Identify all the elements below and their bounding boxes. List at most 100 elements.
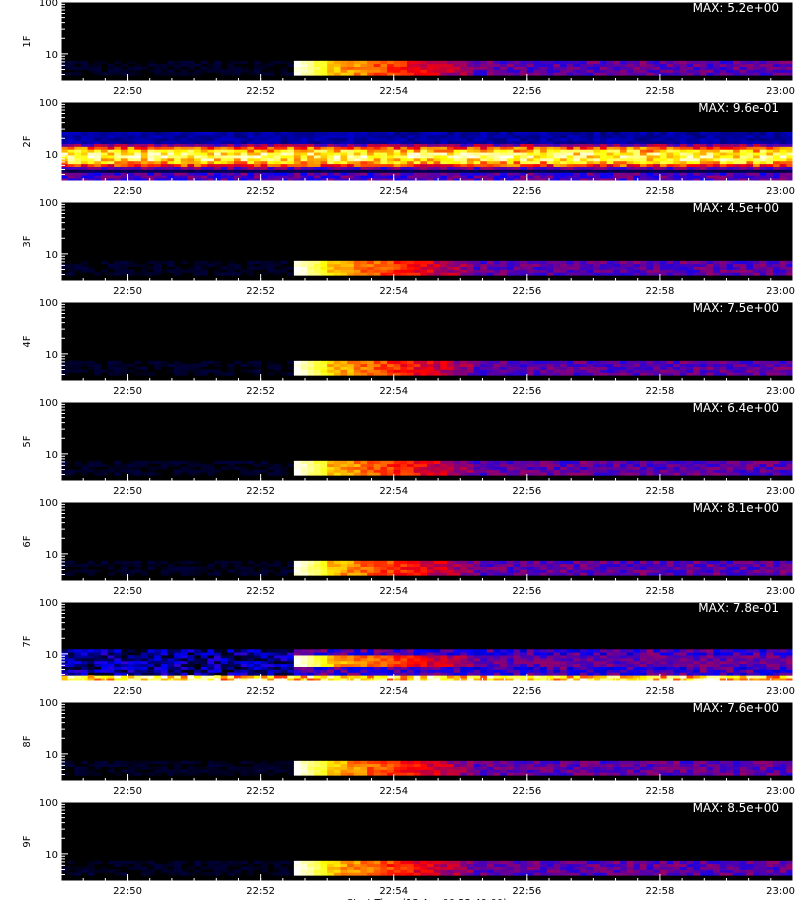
- heatmap-cell: [214, 469, 222, 473]
- heatmap-cell: [733, 149, 741, 153]
- heatmap-cell: [347, 266, 355, 270]
- heatmap-cell: [293, 137, 301, 142]
- heatmap-cell: [739, 146, 747, 150]
- heatmap-cell: [726, 134, 734, 139]
- heatmap-cell: [786, 472, 794, 476]
- heatmap-cell: [560, 172, 568, 176]
- heatmap-cell: [586, 172, 594, 176]
- heatmap-cell: [420, 146, 428, 150]
- heatmap-cell: [666, 272, 674, 276]
- heatmap-cell: [553, 69, 561, 73]
- heatmap-cell: [533, 272, 541, 276]
- heatmap-cell: [759, 169, 767, 173]
- heatmap-cell: [673, 460, 681, 465]
- heatmap-cell: [160, 675, 168, 679]
- heatmap-cell: [353, 469, 361, 473]
- heatmap-cell: [87, 649, 95, 653]
- heatmap-cell: [693, 140, 701, 144]
- heatmap-cell: [753, 155, 761, 159]
- heatmap-cell: [619, 272, 628, 276]
- heatmap-cell: [187, 166, 195, 170]
- heatmap-cell: [413, 134, 421, 139]
- heatmap-cell: [600, 360, 608, 365]
- heatmap-cell: [693, 60, 701, 65]
- heatmap-cell: [107, 66, 115, 70]
- heatmap-cell: [400, 63, 408, 67]
- heatmap-cell: [533, 166, 541, 170]
- heatmap-cell: [433, 269, 441, 273]
- heatmap-cell: [234, 563, 242, 567]
- heatmap-cell: [167, 669, 175, 673]
- heatmap-cell: [267, 155, 275, 159]
- heatmap-cell: [194, 272, 202, 276]
- heatmap-cell: [300, 163, 308, 167]
- heatmap-cell: [220, 143, 228, 147]
- heatmap-cell: [313, 69, 321, 73]
- heatmap-cell: [87, 669, 95, 673]
- heatmap-cell: [466, 152, 474, 156]
- heatmap-cell: [773, 163, 781, 167]
- heatmap-cell: [739, 569, 747, 573]
- heatmap-cell: [440, 149, 448, 153]
- heatmap-cell: [786, 137, 794, 142]
- heatmap-cell: [759, 175, 767, 179]
- heatmap-cell: [413, 572, 421, 576]
- heatmap-cell: [600, 155, 608, 159]
- heatmap-cell: [593, 60, 601, 65]
- heatmap-cell: [367, 143, 375, 147]
- heatmap-cell: [347, 260, 355, 265]
- heatmap-cell: [174, 369, 182, 373]
- heatmap-cell: [407, 69, 415, 73]
- heatmap-cell: [247, 160, 255, 165]
- heatmap-cell: [120, 63, 128, 67]
- heatmap-cell: [307, 469, 315, 473]
- heatmap-cell: [693, 572, 701, 576]
- heatmap-cell: [779, 563, 787, 567]
- heatmap-cell: [739, 152, 747, 156]
- heatmap-cell: [127, 666, 135, 670]
- heatmap-cell: [227, 372, 235, 376]
- heatmap-cell: [333, 272, 341, 276]
- heatmap-cell: [639, 149, 647, 153]
- heatmap-cell: [446, 163, 455, 167]
- heatmap-cell: [293, 472, 301, 476]
- heatmap-cell: [433, 460, 441, 465]
- heatmap-cell: [713, 132, 721, 136]
- heatmap-cell: [786, 69, 794, 73]
- heatmap-cell: [120, 372, 128, 376]
- heatmap-cell: [460, 132, 468, 136]
- heatmap-cell: [187, 178, 195, 182]
- heatmap-cell: [80, 172, 89, 176]
- heatmap-cell: [699, 60, 707, 65]
- heatmap-cell: [580, 72, 588, 76]
- heatmap-cell: [87, 152, 95, 156]
- heatmap-cell: [340, 566, 348, 570]
- heatmap-cell: [520, 363, 528, 367]
- heatmap-cell: [393, 460, 401, 465]
- heatmap-cell: [480, 63, 488, 67]
- heatmap-cell: [120, 366, 128, 370]
- heatmap-cell: [154, 132, 162, 136]
- heatmap-cell: [67, 560, 75, 565]
- heatmap-cell: [293, 72, 301, 76]
- heatmap-cell: [600, 166, 608, 170]
- heatmap-cell: [600, 146, 608, 150]
- heatmap-cell: [367, 172, 375, 176]
- heatmap-cell: [766, 63, 774, 67]
- heatmap-cell: [786, 149, 794, 153]
- heatmap-cell: [260, 63, 268, 67]
- heatmap-cell: [766, 175, 774, 179]
- heatmap-cell: [387, 160, 395, 165]
- heatmap-cell: [360, 69, 368, 73]
- heatmap-cell: [526, 260, 534, 265]
- heatmap-cell: [147, 63, 155, 67]
- heatmap-cell: [659, 572, 667, 576]
- heatmap-cell: [340, 160, 348, 165]
- heatmap-cell: [753, 134, 761, 139]
- heatmap-cell: [706, 563, 714, 567]
- heatmap-cell: [120, 655, 128, 659]
- heatmap-cell: [74, 649, 82, 653]
- heatmap-cell: [619, 152, 628, 156]
- heatmap-cell: [413, 272, 421, 276]
- heatmap-cell: [107, 563, 115, 567]
